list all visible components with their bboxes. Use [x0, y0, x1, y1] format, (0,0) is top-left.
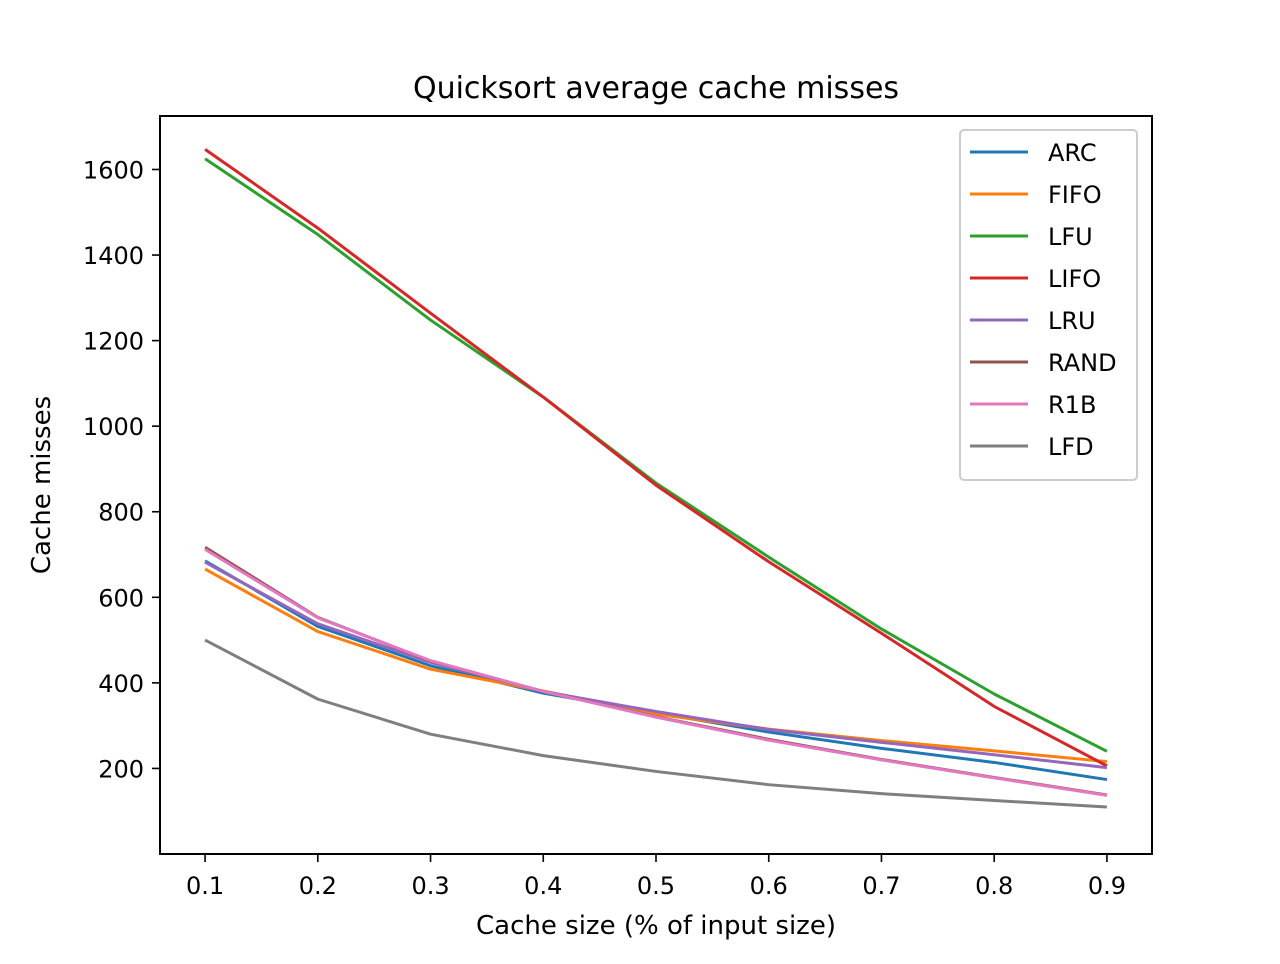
series-line-lfu — [204, 157, 1108, 753]
series-line-fifo — [204, 567, 1108, 764]
x-tick-label: 0.2 — [299, 872, 337, 900]
x-tick-label: 0.8 — [975, 872, 1013, 900]
legend-label-arc: ARC — [1048, 139, 1097, 167]
y-axis-ticks: 200 400 600 800 1000 1200 1400 1600 — [83, 156, 160, 783]
plot-frame — [159, 115, 1153, 855]
x-axis-label: Cache size (% of input size) — [476, 911, 836, 941]
series-layer — [204, 148, 1108, 809]
y-axis-label: Cache misses — [27, 396, 57, 574]
x-tick-label: 0.9 — [1088, 872, 1126, 900]
legend-label-lfu: LFU — [1048, 223, 1093, 251]
legend-label-lru: LRU — [1048, 307, 1096, 335]
y-tick-label: 200 — [98, 755, 144, 783]
legend-label-fifo: FIFO — [1048, 181, 1102, 209]
series-line-lfd — [204, 638, 1107, 809]
series-line-lru — [204, 560, 1108, 770]
series-line-r1b — [204, 548, 1108, 797]
x-tick-label: 0.5 — [637, 872, 675, 900]
x-tick-label: 0.3 — [411, 872, 449, 900]
legend: ARC FIFO LFU LIFO LRU RAND R1B LFD — [959, 129, 1138, 481]
y-tick-label: 1000 — [83, 413, 144, 441]
x-tick-label: 0.4 — [524, 872, 562, 900]
legend-label-lifo: LIFO — [1048, 265, 1101, 293]
legend-label-rand: RAND — [1048, 349, 1117, 377]
y-tick-label: 400 — [98, 670, 144, 698]
legend-frame — [959, 129, 1138, 481]
y-tick-label: 1600 — [83, 156, 144, 184]
chart-title: Quicksort average cache misses — [413, 71, 899, 106]
legend-label-r1b: R1B — [1048, 391, 1096, 419]
y-tick-label: 1400 — [83, 242, 144, 270]
y-tick-label: 600 — [98, 584, 144, 612]
x-tick-label: 0.7 — [862, 872, 900, 900]
x-tick-label: 0.6 — [750, 872, 788, 900]
y-tick-label: 800 — [98, 499, 144, 527]
y-tick-label: 1200 — [83, 328, 144, 356]
legend-label-lfd: LFD — [1048, 433, 1094, 461]
x-tick-label: 0.1 — [186, 872, 224, 900]
series-line-lifo — [204, 148, 1108, 768]
x-axis-ticks: 0.1 0.2 0.3 0.4 0.5 0.6 0.7 0.8 0.9 — [186, 854, 1126, 900]
